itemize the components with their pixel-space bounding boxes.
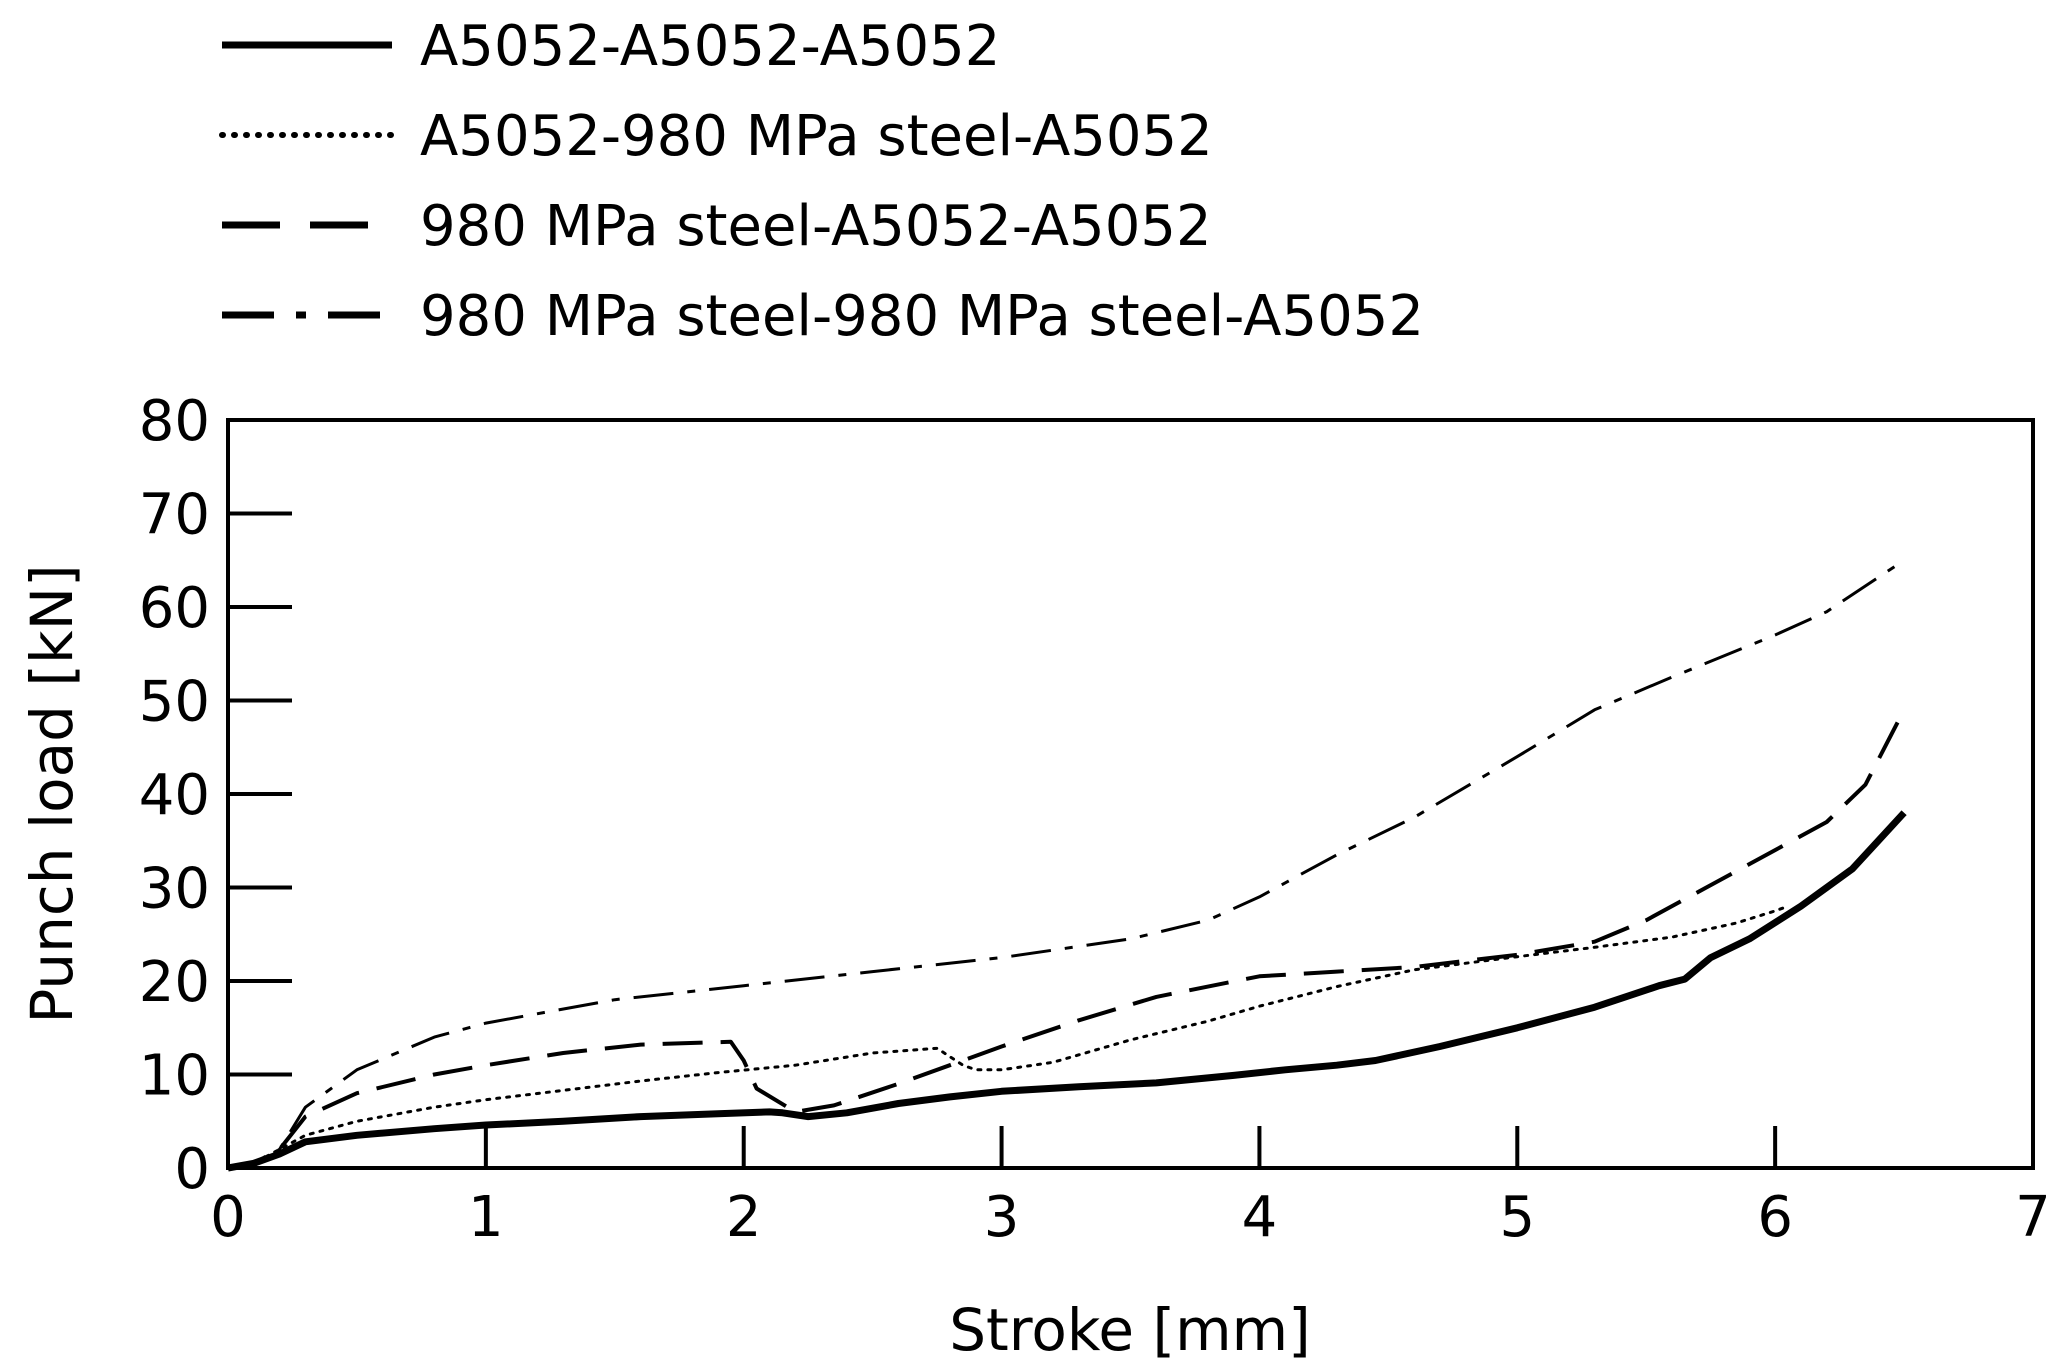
y-tick-label: 40 — [139, 763, 210, 828]
x-tick-label: 2 — [726, 1185, 762, 1250]
legend-label-3: 980 MPa steel-A5052-A5052 — [420, 194, 1212, 259]
x-tick-label: 6 — [1757, 1185, 1793, 1250]
series-lines — [226, 559, 1907, 1172]
series-line-4 — [227, 559, 1905, 1170]
x-axis-title: Stroke [mm] — [949, 1296, 1311, 1361]
y-tick-label: 10 — [139, 1044, 210, 1109]
x-tick-label: 4 — [1242, 1185, 1278, 1250]
y-tick-label: 80 — [139, 389, 210, 454]
legend-label-4: 980 MPa steel-980 MPa steel-A5052 — [420, 284, 1424, 349]
y-tick-label: 30 — [139, 857, 210, 922]
y-axis-title: Punch load [kN] — [18, 564, 86, 1023]
series-line-1 — [227, 810, 1907, 1172]
y-tick-label: 20 — [139, 950, 210, 1015]
x-tick-label: 3 — [984, 1185, 1020, 1250]
x-tick-label: 0 — [210, 1185, 246, 1250]
y-tick-label: 60 — [139, 576, 210, 641]
x-tick-label: 5 — [1499, 1185, 1535, 1250]
legend-label-2: A5052-980 MPa steel-A5052 — [420, 104, 1213, 169]
x-tick-label: 1 — [468, 1185, 504, 1250]
y-tick-label: 50 — [139, 670, 210, 735]
legend-label-1: A5052-A5052-A5052 — [420, 14, 1000, 79]
series-line-3 — [227, 708, 1906, 1170]
y-tick-label: 70 — [139, 483, 210, 548]
y-tick-label: 0 — [174, 1137, 210, 1202]
x-tick-label: 7 — [2015, 1185, 2051, 1250]
series-line-2 — [226, 904, 1790, 1170]
plot-frame — [226, 418, 2035, 1170]
legend: A5052-A5052-A5052 A5052-980 MPa steel-A50… — [219, 14, 1424, 349]
